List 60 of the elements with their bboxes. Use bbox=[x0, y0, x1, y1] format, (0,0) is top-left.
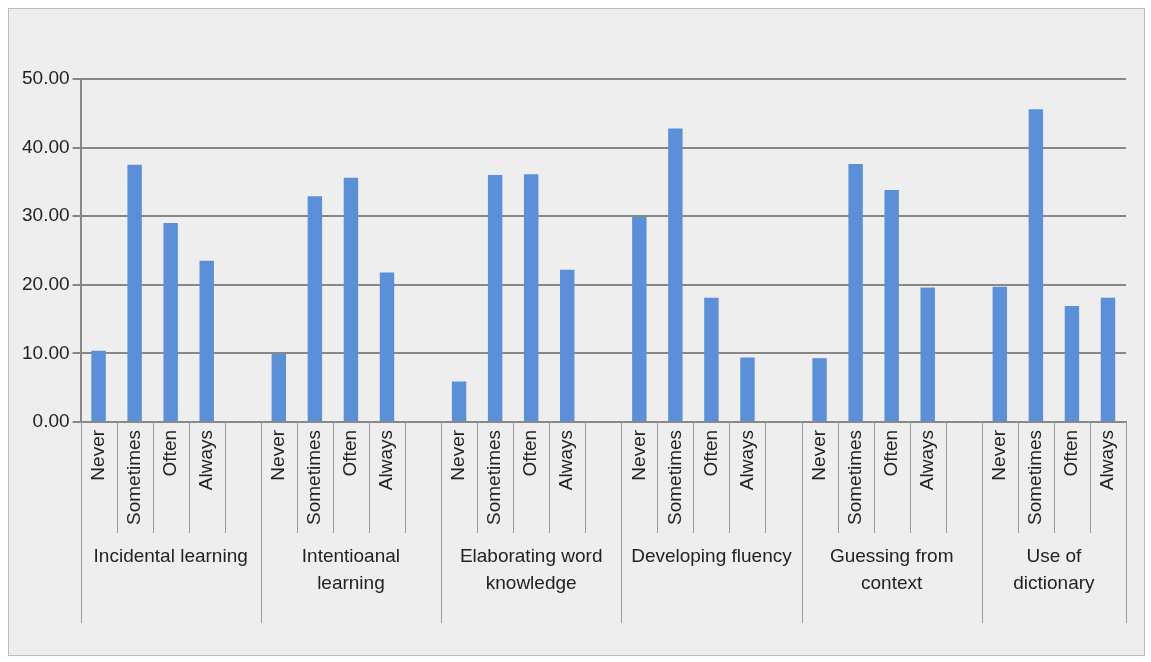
bar bbox=[451, 381, 467, 421]
bar bbox=[523, 174, 539, 421]
x-tick-label: Sometimes bbox=[1024, 429, 1046, 525]
bar bbox=[848, 164, 863, 421]
x-tick-label: Often bbox=[519, 429, 541, 477]
x-tick-label: Always bbox=[194, 429, 216, 491]
x-tick-label: Often bbox=[879, 429, 901, 477]
bar bbox=[127, 164, 142, 421]
bar bbox=[884, 190, 899, 421]
bar bbox=[740, 357, 755, 421]
bar bbox=[632, 216, 647, 421]
bar bbox=[560, 269, 575, 421]
text: Guessing from context bbox=[829, 544, 954, 593]
text: Intentioanal learning bbox=[301, 544, 401, 593]
x-tick-label: Sometimes bbox=[122, 429, 144, 525]
bar bbox=[307, 196, 323, 421]
x-tick-label: Never bbox=[988, 429, 1010, 481]
x-tick-label: Sometimes bbox=[663, 429, 685, 525]
bar bbox=[920, 287, 935, 421]
x-tick-label: Always bbox=[375, 429, 397, 491]
bar bbox=[668, 128, 683, 421]
x-tick-label: Never bbox=[447, 429, 469, 481]
x-tick-label: Never bbox=[86, 429, 108, 481]
y-tick-label: 50.00 bbox=[22, 67, 70, 89]
x-tick-label: Always bbox=[915, 429, 937, 491]
bar bbox=[379, 272, 395, 421]
bar bbox=[343, 177, 359, 421]
bar bbox=[1028, 109, 1044, 421]
x-tick-label: Always bbox=[555, 429, 577, 491]
x-tick-label: Sometimes bbox=[843, 429, 865, 525]
bar bbox=[163, 223, 178, 421]
bar bbox=[271, 354, 287, 421]
x-tick-label: Never bbox=[627, 429, 649, 481]
y-tick-label: 30.00 bbox=[22, 204, 70, 226]
x-tick-label: Never bbox=[807, 429, 829, 481]
text: Elaborating word knowledge bbox=[459, 544, 603, 593]
text: Use of dictionary bbox=[1013, 544, 1096, 593]
bar bbox=[91, 350, 106, 421]
bar bbox=[812, 358, 827, 421]
x-tick-label: Often bbox=[1060, 429, 1082, 477]
x-tick-label: Always bbox=[1096, 429, 1118, 491]
text: Incidental learning bbox=[93, 544, 248, 566]
x-tick-label: Sometimes bbox=[483, 429, 505, 525]
bar bbox=[1064, 306, 1080, 421]
x-tick-label: Often bbox=[699, 429, 721, 477]
y-tick-label: 10.00 bbox=[22, 341, 70, 363]
text: Developing fluency bbox=[631, 544, 793, 566]
x-tick-label: Always bbox=[735, 429, 757, 491]
bar bbox=[992, 286, 1008, 421]
x-tick-label: Never bbox=[267, 429, 289, 481]
bar bbox=[1100, 297, 1116, 421]
y-tick-label: 20.00 bbox=[22, 273, 70, 295]
x-tick-label: Sometimes bbox=[303, 429, 325, 525]
x-tick-label: Often bbox=[339, 429, 361, 477]
x-tick-label: Often bbox=[158, 429, 180, 477]
y-tick-label: 0.00 bbox=[32, 410, 70, 432]
bar bbox=[487, 175, 503, 421]
bar bbox=[704, 297, 719, 421]
y-tick-label: 40.00 bbox=[22, 135, 70, 157]
bar bbox=[199, 260, 214, 421]
